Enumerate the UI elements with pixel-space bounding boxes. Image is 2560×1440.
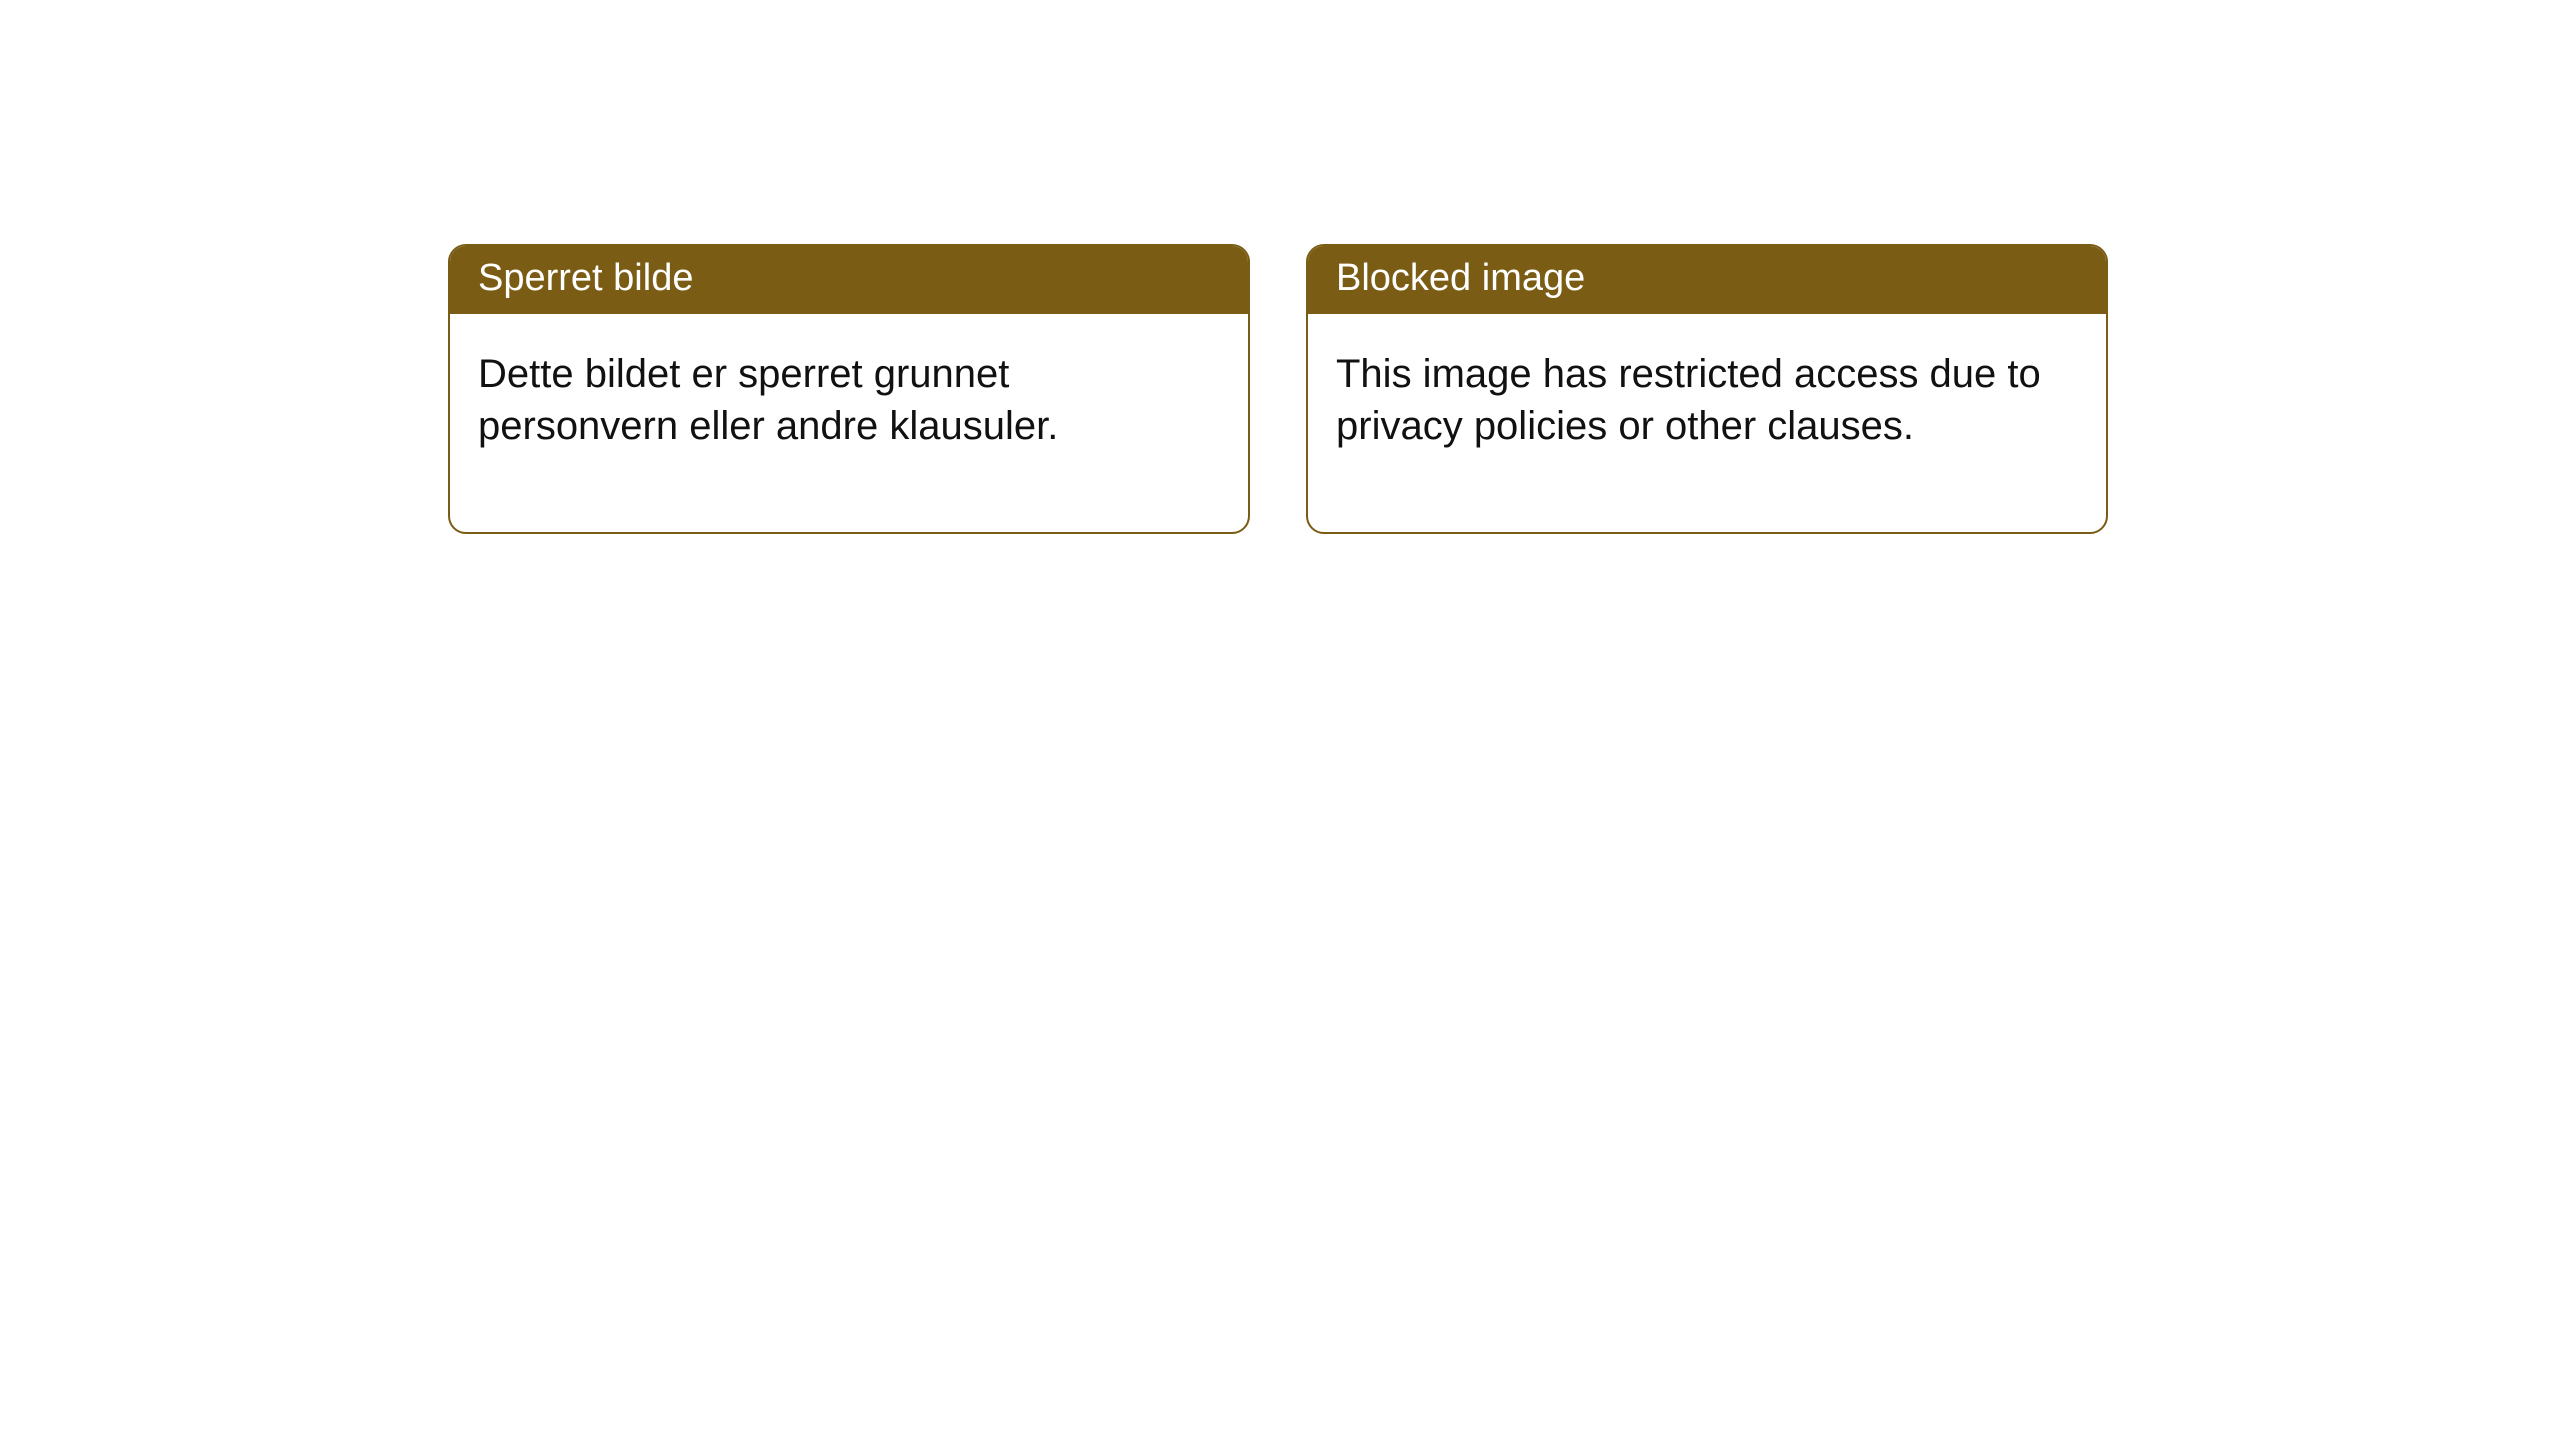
notice-card-en: Blocked image This image has restricted … xyxy=(1306,244,2108,534)
notice-body-en: This image has restricted access due to … xyxy=(1308,314,2106,532)
notice-container: Sperret bilde Dette bildet er sperret gr… xyxy=(448,244,2108,534)
notice-card-no: Sperret bilde Dette bildet er sperret gr… xyxy=(448,244,1250,534)
notice-body-no: Dette bildet er sperret grunnet personve… xyxy=(450,314,1248,532)
notice-header-no: Sperret bilde xyxy=(450,246,1248,314)
notice-header-en: Blocked image xyxy=(1308,246,2106,314)
